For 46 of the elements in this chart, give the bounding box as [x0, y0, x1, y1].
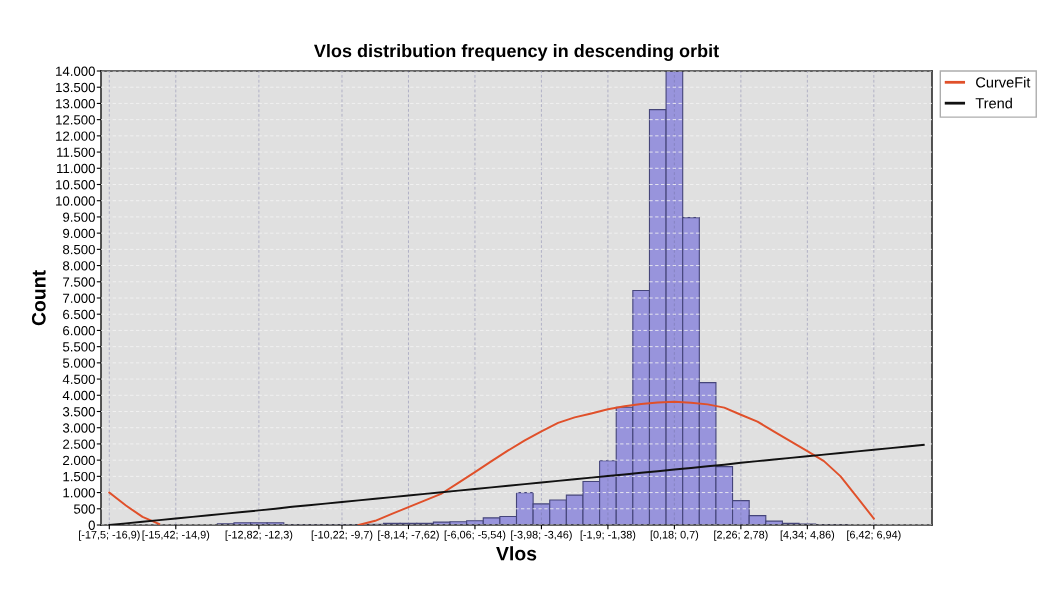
y-tick-label: 7.000: [63, 293, 95, 303]
y-axis-title: Count: [31, 270, 46, 326]
x-tick-label: [-3,98; -3,46): [511, 530, 572, 541]
y-tick-label: 2.500: [63, 439, 95, 449]
x-tick-label: [4,34; 4,86): [780, 530, 835, 541]
y-tick-label: 12.000: [56, 131, 95, 141]
x-tick-label: [0,18; 0,7): [650, 530, 699, 541]
x-tick-label: [2,26; 2,78): [714, 530, 768, 541]
y-tick-label: 1.000: [63, 488, 95, 498]
y-tick-label: 6.000: [63, 326, 95, 336]
y-tick-label: 12.500: [56, 115, 95, 125]
y-tick-label: 10.000: [56, 196, 95, 206]
y-tick-label: 13.000: [56, 99, 95, 109]
y-tick-label: 0: [88, 520, 95, 530]
y-tick-label: 500: [73, 504, 95, 514]
y-tick-label: 13.500: [56, 82, 95, 93]
y-tick-label: 11.500: [57, 147, 95, 157]
x-axis-title: Vlos: [496, 546, 537, 561]
x-tick-label: [-1,9; -1,38): [580, 530, 636, 541]
y-tick-label: 4.500: [62, 374, 95, 384]
y-tick-label: 5.500: [62, 342, 95, 352]
y-tick-label: 1.500: [63, 471, 95, 482]
y-tick-label: 11.000: [57, 163, 95, 174]
y-tick-label: 9.000: [63, 228, 95, 239]
x-tick-label: [6,42; 6,94): [847, 530, 901, 541]
x-tick-label: [-15,42; -14,9): [142, 530, 210, 541]
legend-label: Trend: [975, 97, 1012, 109]
y-tick-label: 3.500: [62, 407, 95, 417]
y-tick-label: 7.500: [63, 277, 95, 287]
y-tick-label: 2.000: [63, 455, 95, 466]
y-tick-label: 9.500: [63, 212, 95, 222]
x-tick-label: [-8,14; -7,62): [378, 530, 439, 541]
x-tick-label: [-12,82; -12,3): [225, 530, 293, 541]
y-tick-label: 5.000: [62, 358, 95, 368]
legend-label: CurveFit: [976, 76, 1031, 88]
chart-title: Vlos distribution frequency in descending orbit: [314, 44, 719, 61]
x-tick-label: [-10,22; -9,7): [311, 530, 373, 541]
y-tick-label: 8.500: [63, 244, 95, 255]
y-tick-label: 6.500: [63, 309, 95, 320]
y-tick-label: 14.000: [56, 66, 95, 76]
x-tick-label: [-17,5; -16,9): [79, 530, 140, 541]
x-tick-label: [-6,06; -5,54): [444, 530, 506, 541]
y-tick-label: 3.000: [62, 423, 95, 433]
y-tick-label: 4.000: [62, 390, 95, 401]
y-tick-label: 10.500: [56, 180, 95, 190]
y-tick-label: 8.000: [63, 261, 95, 271]
